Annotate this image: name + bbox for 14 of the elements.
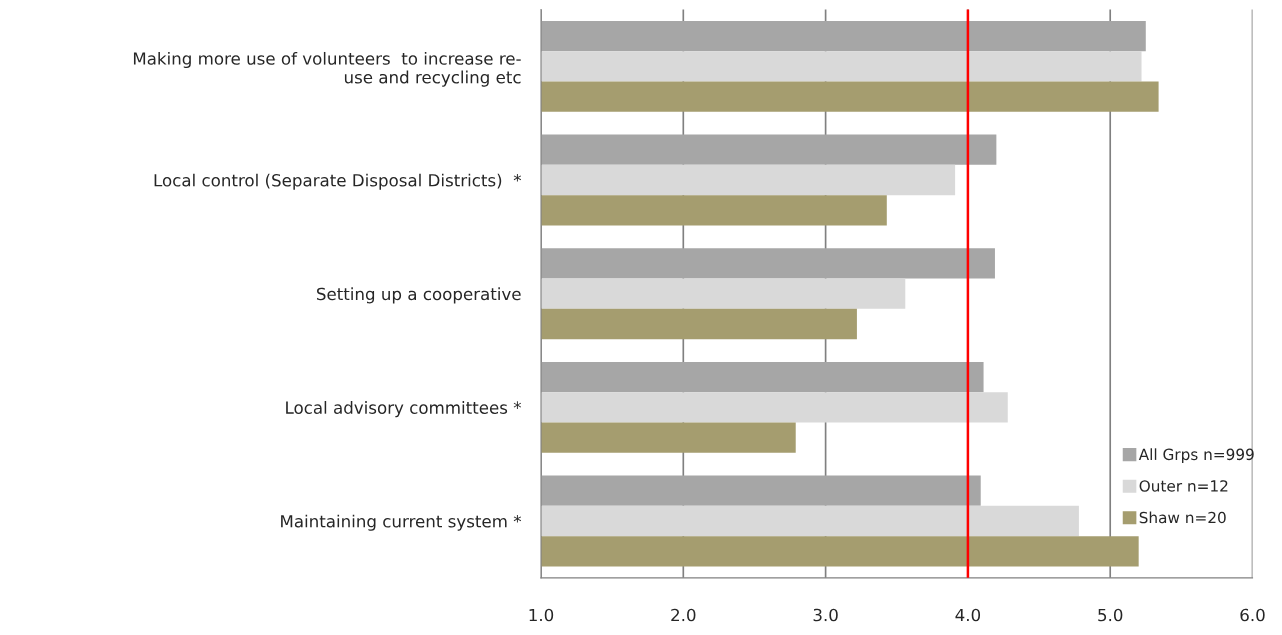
x-tick-label: 4.0 xyxy=(955,608,981,622)
y-tick-label: Setting up a cooperative xyxy=(316,287,521,304)
x-tick-label: 1.0 xyxy=(529,608,554,622)
y-tick-label: Maintaining current system * xyxy=(281,514,522,531)
x-tick-label: 6.0 xyxy=(1240,608,1265,622)
y-tick-label: Local advisory committees * xyxy=(286,401,522,418)
x-tick-label: 3.0 xyxy=(813,608,838,622)
y-tick-label: Making more use of volunteers to increase re- use and recycling etc xyxy=(133,51,521,87)
y-tick-label: Local control (Separate Disposal Districts) * xyxy=(154,173,522,190)
legend-label: Shaw n=20 xyxy=(1139,511,1226,524)
legend-label: Outer n=12 xyxy=(1139,480,1228,492)
x-tick-label: 2.0 xyxy=(671,608,696,622)
legend-label: All Grps n=999 xyxy=(1138,448,1254,464)
x-tick-label: 5.0 xyxy=(1098,608,1123,622)
